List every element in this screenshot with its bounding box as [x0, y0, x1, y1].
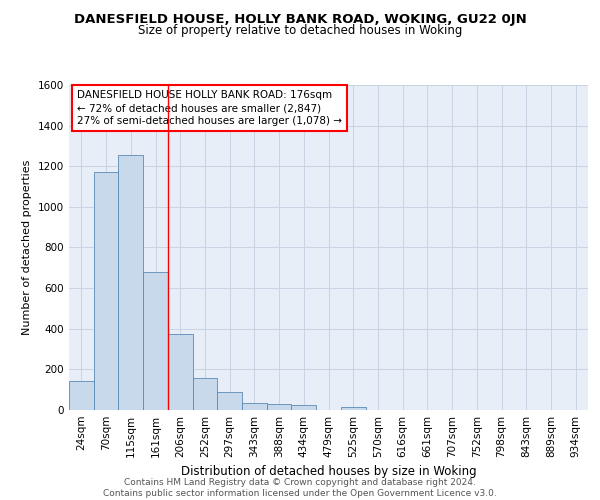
Text: DANESFIELD HOUSE HOLLY BANK ROAD: 176sqm
← 72% of detached houses are smaller (2: DANESFIELD HOUSE HOLLY BANK ROAD: 176sqm…	[77, 90, 342, 126]
X-axis label: Distribution of detached houses by size in Woking: Distribution of detached houses by size …	[181, 466, 476, 478]
Bar	[118, 155, 143, 410]
Bar	[341, 407, 365, 410]
Bar	[168, 334, 193, 410]
Bar	[292, 405, 316, 410]
Y-axis label: Number of detached properties: Number of detached properties	[22, 160, 32, 335]
Bar	[193, 378, 217, 410]
Bar	[69, 380, 94, 410]
Bar	[94, 172, 118, 410]
Bar	[242, 403, 267, 410]
Bar	[143, 272, 168, 410]
Text: Contains HM Land Registry data © Crown copyright and database right 2024.
Contai: Contains HM Land Registry data © Crown c…	[103, 478, 497, 498]
Text: DANESFIELD HOUSE, HOLLY BANK ROAD, WOKING, GU22 0JN: DANESFIELD HOUSE, HOLLY BANK ROAD, WOKIN…	[74, 12, 526, 26]
Bar	[217, 392, 242, 410]
Bar	[267, 404, 292, 410]
Text: Size of property relative to detached houses in Woking: Size of property relative to detached ho…	[138, 24, 462, 37]
